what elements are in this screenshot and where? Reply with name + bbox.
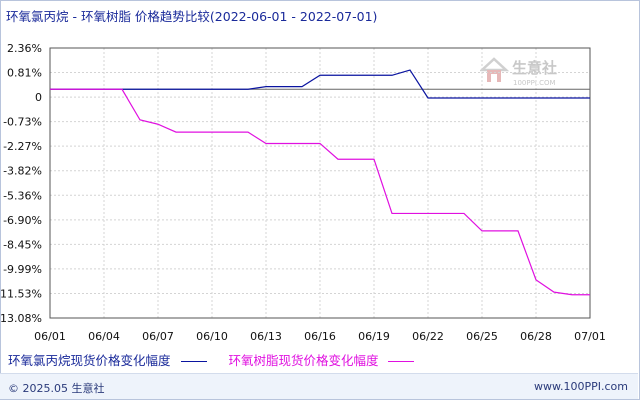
x-tick-label: 06/04 <box>88 330 120 343</box>
x-tick-label: 06/10 <box>196 330 228 343</box>
y-tick-label: -5.36% <box>3 189 42 202</box>
y-tick-label: -2.27% <box>3 140 42 153</box>
grid <box>50 48 590 318</box>
y-tick-labels: 2.36% 0.81% 0 -0.73% -2.27% -3.82% -5.36% -6.90… <box>0 42 42 325</box>
x-tick-labels: 06/01 06/04 06/07 06/10 06/13 06/16 06/19 06/22… <box>34 330 606 343</box>
x-tick-label: 07/01 <box>574 330 606 343</box>
chart-title: 环氧氯丙烷 - 环氧树脂 价格趋势比较(2022-06-01 - 2022-07… <box>6 9 378 24</box>
legend-swatch <box>388 361 415 362</box>
x-tick-label: 06/01 <box>34 330 66 343</box>
legend: 环氧氯丙烷现货价格变化幅度 环氧树脂现货价格变化幅度 <box>8 350 432 369</box>
series-line-1 <box>50 69 590 99</box>
legend-item-series-1: 环氧氯丙烷现货价格变化幅度 <box>8 350 207 369</box>
y-tick-label: -3.82% <box>3 165 42 178</box>
y-tick-label: -0.73% <box>3 116 42 129</box>
series-line-2 <box>50 88 590 296</box>
x-tick-label: 06/22 <box>412 330 444 343</box>
legend-label: 环氧氯丙烷现货价格变化幅度 <box>8 353 171 368</box>
legend-swatch <box>180 361 207 362</box>
legend-item-series-2: 环氧树脂现货价格变化幅度 <box>228 350 415 369</box>
site-link[interactable]: www.100PPI.com <box>534 380 628 393</box>
x-tick-label: 06/16 <box>304 330 336 343</box>
y-tick-label: 2.36% <box>7 42 42 55</box>
x-tick-label: 06/13 <box>250 330 282 343</box>
y-tick-label: -8.45% <box>3 238 42 251</box>
line-chart: 2.36% 0.81% 0 -0.73% -2.27% -3.82% -5.36% -6.90… <box>0 42 606 343</box>
y-tick-label: -6.90% <box>3 214 42 227</box>
y-tick-label: 0 <box>35 91 42 104</box>
legend-label: 环氧树脂现货价格变化幅度 <box>228 353 379 368</box>
watermark-sub: 100PPI.COM <box>513 79 556 87</box>
x-tick-label: 06/25 <box>466 330 498 343</box>
y-tick-label: -13.08% <box>0 312 42 325</box>
x-tick-label: 06/07 <box>142 330 174 343</box>
y-tick-label: 0.81% <box>7 67 42 80</box>
y-tick-label: -11.53% <box>0 287 42 300</box>
plot-border <box>49 47 591 319</box>
copyright-text: © 2025.05 生意社 <box>8 382 105 395</box>
series-lines <box>50 69 590 296</box>
footer-bar: © 2025.05 生意社 www.100PPI.com <box>0 373 638 399</box>
x-tick-label: 06/28 <box>520 330 552 343</box>
y-tick-label: -9.99% <box>3 263 42 276</box>
x-tick-label: 06/19 <box>358 330 390 343</box>
